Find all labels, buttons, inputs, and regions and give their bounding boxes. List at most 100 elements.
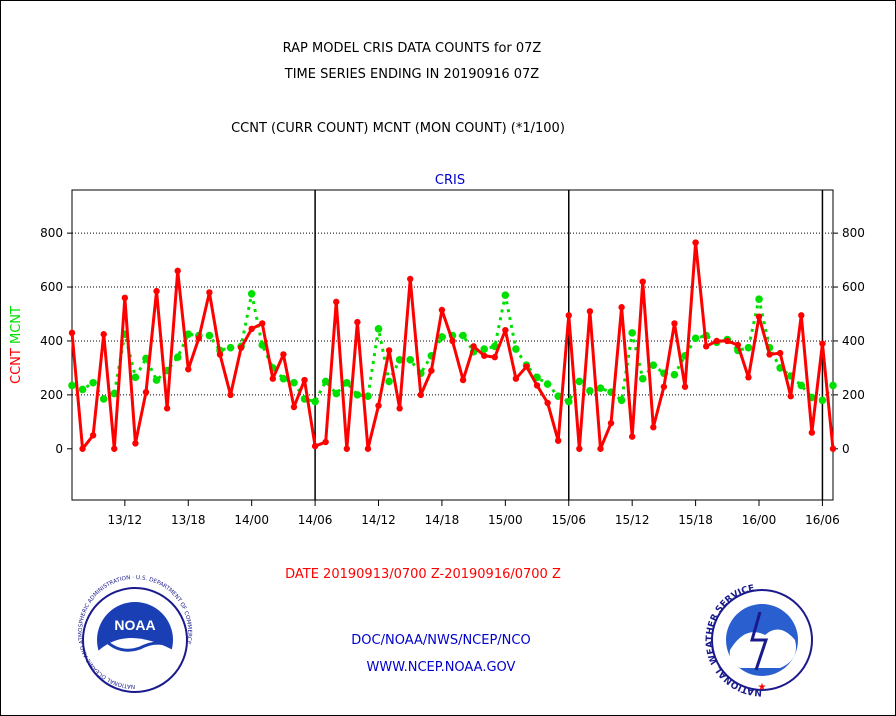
ccnt-point: [449, 337, 456, 345]
mcnt-point: [564, 397, 573, 406]
ccnt-point: [132, 440, 139, 447]
ccnt-point: [333, 298, 340, 306]
mcnt-point: [744, 343, 753, 352]
mcnt-point: [184, 330, 193, 339]
header-line-2: TIME SERIES ENDING IN 20190916 07Z: [284, 67, 540, 82]
ccnt-point: [650, 424, 657, 431]
x-tick-label: 15/00: [488, 513, 523, 527]
ccnt-point: [195, 335, 203, 342]
chart-title: CRIS: [435, 173, 465, 188]
ccnt-line: [70, 241, 835, 451]
svg-text:CCNT MCNT: CCNT MCNT: [9, 306, 24, 384]
nws-logo: NATIONAL WEATHER SERVICE ★: [705, 584, 813, 697]
ccnt-point: [153, 287, 160, 295]
mcnt-point: [279, 374, 288, 383]
ccnt-point: [639, 278, 646, 285]
y-tick-label-left: 600: [40, 280, 63, 294]
org-link[interactable]: DOC/NOAA/NWS/NCEP/NCO: [351, 633, 530, 648]
mcnt-point: [353, 391, 362, 399]
ccnt-point: [174, 267, 181, 275]
y-tick-label-left: 400: [40, 334, 63, 348]
ccnt-point: [607, 419, 615, 427]
ccnt-point: [438, 306, 446, 314]
mcnt-point: [459, 331, 467, 340]
ccnt-point: [702, 343, 710, 350]
mcnt-point: [395, 356, 404, 364]
x-tick-label: 14/06: [298, 513, 333, 527]
mcnt-point: [628, 329, 636, 337]
ccnt-point: [533, 382, 541, 389]
mcnt-point: [311, 397, 319, 406]
ccnt-point: [745, 374, 752, 381]
x-tick-label: 16/00: [742, 513, 777, 527]
ccnt-point: [787, 393, 794, 400]
ccnt-point: [734, 341, 742, 349]
header-line-3: CCNT (CURR COUNT) MCNT (MON COUNT) (*1/1…: [231, 121, 565, 136]
mcnt-point: [649, 361, 658, 370]
noaa-logo: NOAA NATIONAL OCEANIC AND ATMOSPHERIC AD…: [78, 575, 192, 693]
svg-text:★: ★: [758, 682, 767, 693]
ccnt-point: [459, 376, 467, 384]
x-tick-label: 14/00: [234, 513, 269, 527]
mcnt-point: [247, 289, 256, 298]
mcnt-point: [512, 345, 520, 353]
ccnt-point: [502, 326, 509, 334]
y-tick-label-right: 400: [842, 334, 865, 348]
mcnt-point: [575, 377, 584, 386]
ccnt-point: [671, 320, 678, 327]
ccnt-point: [512, 375, 520, 382]
ccnt-point: [111, 445, 118, 452]
y-tick-label-left: 0: [55, 442, 63, 456]
ccnt-point: [375, 402, 382, 409]
mcnt-point: [818, 396, 827, 405]
x-tick-label: 14/18: [425, 513, 460, 527]
mcnt-point: [110, 389, 119, 398]
ccnt-point: [142, 388, 150, 396]
mcnt-point: [152, 376, 161, 384]
ccnt-point: [216, 351, 224, 358]
ccnt-point: [544, 399, 551, 407]
mcnt-point: [68, 381, 76, 390]
mcnt-point: [332, 389, 341, 398]
ccnt-point: [618, 304, 625, 311]
website-link[interactable]: WWW.NCEP.NOAA.GOV: [367, 660, 516, 675]
mcnt-point: [586, 387, 594, 395]
mcnt-point: [226, 343, 235, 352]
ccnt-point: [681, 383, 689, 390]
x-tick-label: 15/12: [615, 513, 650, 527]
mcnt-point: [78, 385, 87, 394]
mcnt-point: [321, 377, 330, 386]
mcnt-series: [68, 289, 837, 406]
y-tick-label-right: 800: [842, 226, 865, 240]
ccnt-point: [100, 331, 107, 338]
mcnt-point: [89, 378, 97, 387]
ccnt-point: [248, 325, 255, 333]
ccnt-point: [755, 313, 763, 320]
x-tick-label: 15/18: [678, 513, 713, 527]
ccnt-point: [417, 391, 424, 399]
y-axis-label-mcnt: MCNT: [9, 306, 24, 344]
y-tick-label-right: 600: [842, 280, 865, 294]
y-tick-label-right: 0: [842, 442, 850, 456]
ccnt-point: [311, 442, 319, 450]
ccnt-point: [428, 367, 435, 374]
x-tick-label: 15/06: [551, 513, 586, 527]
ccnt-point: [491, 353, 498, 361]
y-tick-label-left: 800: [40, 226, 63, 240]
date-range-label: DATE 20190913/0700 Z-20190916/0700 Z: [285, 567, 561, 582]
ccnt-point: [269, 375, 277, 382]
ccnt-point: [89, 432, 97, 439]
ccnt-point: [798, 312, 805, 319]
mcnt-point: [596, 384, 605, 392]
mcnt-point: [290, 378, 298, 387]
mcnt-point: [385, 377, 393, 386]
ccnt-point: [79, 445, 86, 452]
ccnt-point: [660, 383, 668, 390]
ccnt-point: [396, 405, 403, 412]
ccnt-point: [808, 429, 816, 436]
x-axis-ticks: 13/12 13/18 14/00 14/06 14/12 14/18 15/00 15/06…: [108, 500, 840, 527]
y-tick-label-left: 200: [40, 388, 63, 402]
ccnt-point: [237, 344, 245, 351]
ccnt-point: [343, 445, 351, 452]
